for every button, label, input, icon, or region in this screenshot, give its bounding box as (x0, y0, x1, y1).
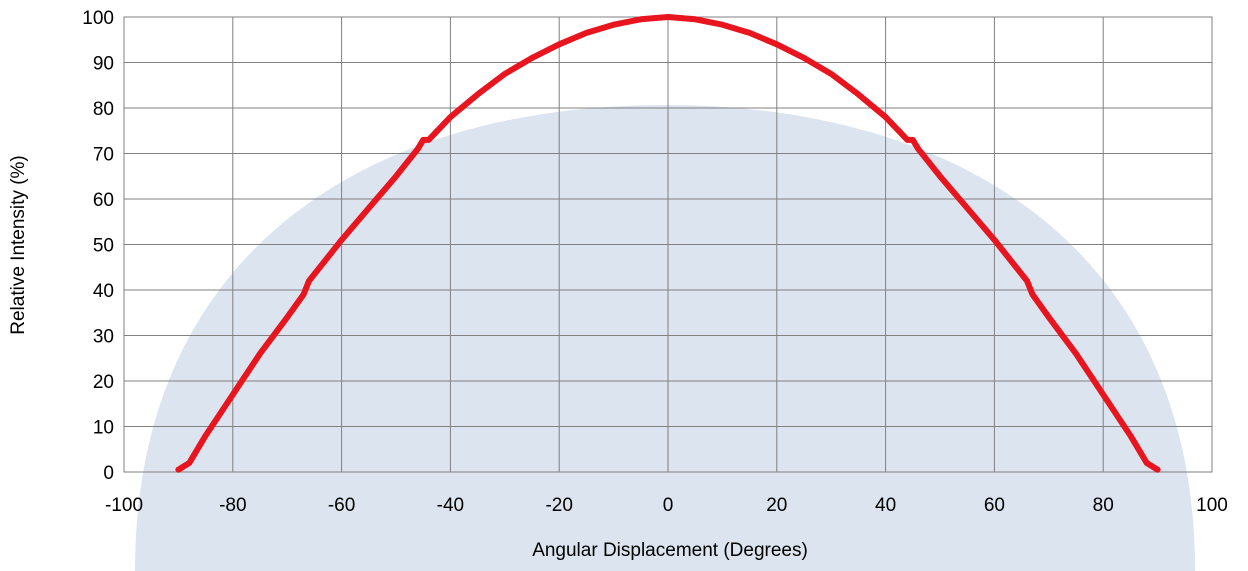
x-tick-label: 20 (766, 495, 787, 516)
x-tick-labels: -100 -80 -60 -40 -20 0 20 40 60 80 100 (105, 495, 1228, 516)
y-tick-label: 30 (93, 327, 114, 348)
y-tick-label: 0 (103, 463, 114, 484)
y-tick-label: 20 (93, 372, 114, 393)
y-tick-labels: 0 10 20 30 40 50 60 70 80 90 100 (82, 8, 114, 484)
x-tick-label: -100 (105, 495, 143, 516)
x-tick-label: -40 (437, 495, 464, 516)
y-tick-label: 100 (82, 8, 114, 29)
x-tick-label: -20 (545, 495, 572, 516)
series-line (175, 14, 1161, 473)
series-layer (175, 14, 1161, 473)
y-tick-label: 10 (93, 418, 114, 439)
x-tick-label: 80 (1093, 495, 1114, 516)
x-tick-label: 40 (875, 495, 896, 516)
y-tick-label: 70 (93, 145, 114, 166)
x-axis-title: Angular Displacement (Degrees) (532, 540, 808, 561)
x-tick-label: -60 (328, 495, 355, 516)
y-axis-title: Relative Intensity (%) (8, 155, 29, 335)
x-tick-label: 0 (663, 495, 674, 516)
y-tick-label: 90 (93, 54, 114, 75)
y-tick-label: 50 (93, 236, 114, 257)
x-tick-label: -80 (219, 495, 246, 516)
x-tick-label: 60 (984, 495, 1005, 516)
y-tick-label: 80 (93, 99, 114, 120)
y-tick-label: 40 (93, 281, 114, 302)
y-tick-label: 60 (93, 190, 114, 211)
background-arc-shape (135, 105, 1195, 571)
x-tick-label: 100 (1196, 495, 1228, 516)
